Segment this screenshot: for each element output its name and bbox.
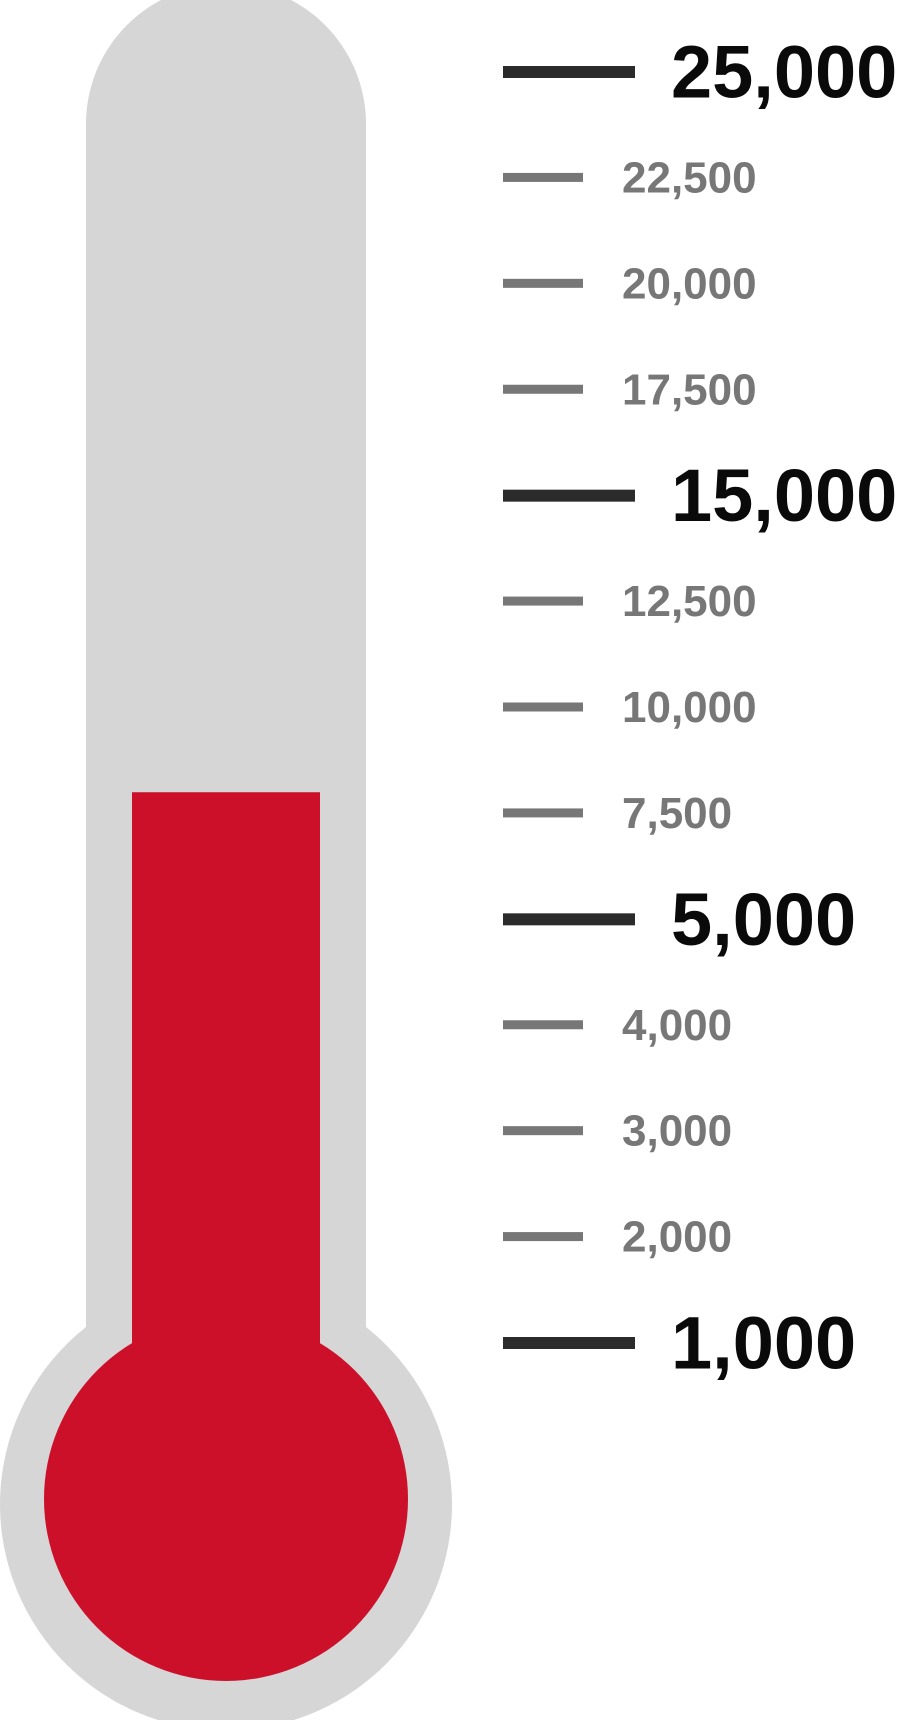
tick-label-1000: 1,000 bbox=[671, 1302, 856, 1385]
tick-mark-22500 bbox=[503, 172, 583, 182]
tick-mark-20000 bbox=[503, 278, 583, 288]
tick-mark-3000 bbox=[503, 1126, 583, 1136]
tick-label-7500: 7,500 bbox=[622, 789, 732, 838]
tick-mark-4000 bbox=[503, 1020, 583, 1030]
tick-mark-15000 bbox=[503, 489, 635, 502]
tick-label-20000: 20,000 bbox=[622, 259, 757, 308]
tick-mark-25000 bbox=[503, 66, 635, 78]
tick-label-10000: 10,000 bbox=[622, 683, 757, 732]
tick-mark-1000 bbox=[503, 1337, 635, 1349]
tick-mark-12500 bbox=[503, 596, 583, 606]
tick-mark-17500 bbox=[503, 384, 583, 394]
tick-label-12500: 12,500 bbox=[622, 577, 757, 626]
column-fill bbox=[132, 792, 320, 1420]
tick-label-25000: 25,000 bbox=[671, 31, 897, 114]
tick-scale: 25,000 22,500 20,000 17,500 15,000 12,500 10,0… bbox=[503, 31, 897, 1385]
thermometer-fill bbox=[44, 792, 408, 1681]
tick-label-15000: 15,000 bbox=[671, 454, 897, 537]
tick-label-22500: 22,500 bbox=[622, 153, 757, 202]
tick-label-5000: 5,000 bbox=[671, 878, 856, 961]
tick-label-2000: 2,000 bbox=[622, 1213, 732, 1262]
tick-mark-5000 bbox=[503, 913, 635, 926]
tick-mark-10000 bbox=[503, 702, 583, 712]
tick-mark-7500 bbox=[503, 808, 583, 818]
tick-label-4000: 4,000 bbox=[622, 1001, 732, 1050]
tick-mark-2000 bbox=[503, 1232, 583, 1242]
tick-label-17500: 17,500 bbox=[622, 365, 757, 414]
tick-label-3000: 3,000 bbox=[622, 1107, 732, 1156]
thermometer-body bbox=[0, 0, 452, 1720]
